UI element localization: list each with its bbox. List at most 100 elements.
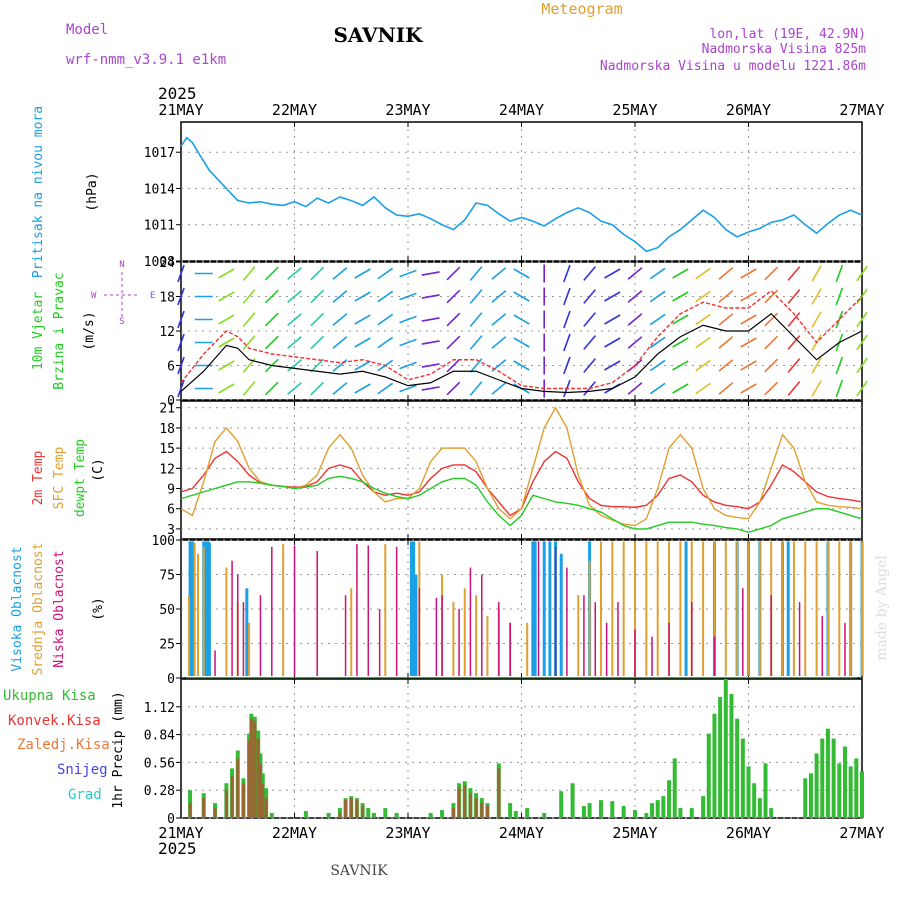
wind-arrow [218,337,235,348]
wind-arrow [242,266,256,281]
wind-ylabel-1: 10m Vjetar [31,292,46,370]
cloud-ylabel-low: Niska Oblacnost [52,550,67,667]
total-precip-bar [440,810,445,818]
mid-cloud-bar [736,541,739,676]
wind-arrow [649,313,666,326]
mid-cloud-bar [838,541,841,676]
wind-arrow [649,290,666,303]
convective-precip-bar [241,783,245,818]
wind-arrow [399,384,417,393]
mid-cloud-bar [202,546,205,676]
temp-unit: (C) [91,458,106,481]
wind-arrow [563,310,571,329]
wind-arrow [491,382,507,395]
convective-precip-bar [457,788,461,818]
low-cloud-bar [458,609,460,676]
wind-arrow [421,271,440,276]
wind-arrow [513,291,530,302]
total-precip-bar [706,733,711,818]
high-cloud-bar [533,541,537,676]
wind-arrow [811,265,822,282]
high-cloud-bar [414,574,418,676]
pressure-line [180,136,863,253]
convective-precip-bar [202,798,206,818]
total-precip-bar [729,693,734,818]
wind-arrow [287,336,302,349]
wind-arrow [740,314,757,325]
wind-arrow [563,264,571,283]
panel-clouds: 0 25 50 75 100 [152,534,864,687]
total-precip-bar [678,808,683,818]
convective-precip-bar [485,806,489,818]
convective-precip-bar [247,740,251,818]
convective-precip-bar [249,718,253,818]
mid-cloud-bar [577,595,580,676]
total-precip-bar [508,803,513,818]
y-tick-label: 25 [159,638,175,653]
wind-arrow [399,269,417,278]
panel-frame [180,121,863,262]
mid-cloud-bar [225,567,228,676]
wind-arrow [310,335,325,350]
wind-arrow [835,379,844,398]
total-precip-bar [740,738,745,818]
model-name: wrf-nmm_v3.9.1 e1km [66,52,226,68]
mid-cloud-bar [634,541,636,676]
low-cloud-bar [418,588,421,676]
wind-arrow [649,359,666,372]
wind-ylabel-2: Brzina i Pravac [52,272,67,389]
mid-cloud-bar [193,542,196,676]
wind-arrow [695,290,711,303]
wind-arrow [377,267,394,280]
total-precip-bar [746,766,751,818]
convective-precip-bar [261,783,265,818]
compass-s: S [119,317,124,327]
high-cloud-bar [684,541,688,676]
total-precip-bar [825,728,830,818]
convective-precip-bar [451,808,455,818]
total-precip-bar [394,813,399,818]
wind-arrow [242,335,256,350]
low-cloud-bar [293,545,296,676]
temp-labels: 2m Temp SFC Temp dewpt Temp (C) [31,439,106,517]
station-title: SAVNIK [333,23,423,47]
wind-arrow [310,266,325,281]
wind-arrow [764,381,779,396]
temp-ylabel-sfc: SFC Temp [52,447,67,510]
total-precip-bar [366,808,371,818]
x-tick-label-bottom: 23MAY [385,824,430,842]
panel-pressure: 1008 1011 1014 1017 [144,121,863,270]
mid-cloud-bar [248,622,251,676]
wind-arrow [856,265,868,282]
wind-arrow [695,382,711,395]
model-altitude-text: Nadmorska Visina u modelu 1221.86m [600,59,866,74]
convective-precip-bar [349,798,353,818]
wind-arrow [583,312,596,327]
temp-ylabel-dew: dewpt Temp [73,439,88,517]
wind-arrow [332,313,348,326]
wind-arrow [856,380,868,397]
total-precip-bar [718,696,723,818]
panel-temperature: 3 6 9 12 15 18 21 [159,400,863,540]
total-precip-bar [689,808,694,818]
wind-arrow [491,267,507,280]
low-cloud-bar [605,622,608,676]
mid-cloud-bar [526,622,529,676]
pressure-ylabel: Pritisak na nivou mora [31,106,46,278]
wind-arrow [469,289,483,304]
low-cloud-bar [435,597,438,676]
compass-icon [104,272,140,318]
wind-arrow [627,359,643,372]
y-tick-label: 0.28 [144,784,175,799]
cloud-labels: Visoka Oblacnost Srednja Oblacnost Niska… [10,542,106,675]
high-cloud-bar [188,541,192,676]
convective-precip-bar [474,798,478,818]
x-tick-label-top: 25MAY [612,101,657,119]
wind-arrow [287,313,302,326]
wind-arrow [718,382,734,395]
mid-cloud-bar [656,541,659,676]
y-tick-label: 0.56 [144,756,175,771]
mid-cloud-bar [187,595,190,676]
y-tick-label: 3 [167,523,175,538]
wind-arrow [764,289,779,304]
